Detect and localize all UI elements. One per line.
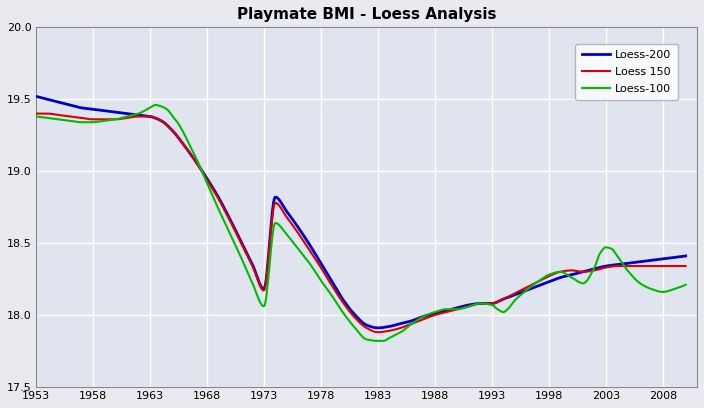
Loess 150: [427, 314, 435, 319]
Loess 150: [32, 111, 40, 116]
Loess-100: [428, 310, 436, 315]
Legend: Loess-200, Loess 150, Loess-100: Loess-200, Loess 150, Loess-100: [575, 44, 678, 100]
Loess 150: [681, 264, 690, 268]
Loess-100: [410, 319, 419, 324]
Loess-200: [427, 312, 435, 317]
Loess-200: [525, 287, 534, 292]
Loess-100: [447, 307, 455, 312]
Loess 150: [446, 308, 455, 313]
Loess-100: [593, 258, 601, 263]
Loess-200: [32, 94, 40, 99]
Line: Loess-200: Loess-200: [36, 96, 686, 328]
Loess-100: [32, 114, 40, 119]
Loess 150: [592, 268, 601, 273]
Loess 150: [410, 320, 418, 325]
Loess-100: [151, 102, 160, 107]
Title: Playmate BMI - Loess Analysis: Playmate BMI - Loess Analysis: [237, 7, 496, 22]
Loess-200: [681, 253, 690, 258]
Loess-200: [592, 266, 601, 271]
Loess-100: [374, 338, 382, 343]
Loess-200: [72, 104, 80, 109]
Loess 150: [374, 330, 382, 335]
Loess-200: [410, 317, 418, 322]
Line: Loess-100: Loess-100: [36, 105, 686, 341]
Loess 150: [72, 115, 80, 120]
Loess 150: [525, 284, 534, 288]
Loess-200: [446, 307, 455, 312]
Loess-200: [374, 326, 382, 330]
Loess-100: [526, 285, 534, 290]
Line: Loess 150: Loess 150: [36, 113, 686, 332]
Loess-100: [72, 119, 80, 124]
Loess-100: [681, 282, 690, 287]
